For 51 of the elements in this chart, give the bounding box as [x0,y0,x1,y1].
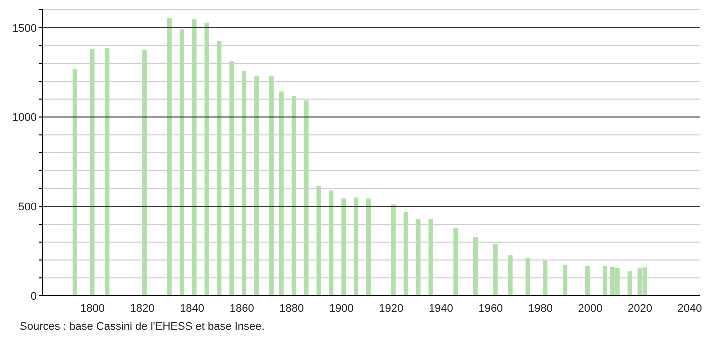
x-tick-label: 1820 [130,302,155,315]
x-tick-label: 1800 [80,302,106,315]
bar [416,219,421,296]
bar [292,96,296,296]
bar [242,71,247,296]
bar [586,266,590,296]
x-tick-label: 1980 [528,302,553,315]
bar [329,190,334,296]
x-tick-label: 2040 [678,302,702,315]
x-tick-label: 1960 [478,302,504,315]
y-tick-label: 500 [18,202,37,214]
bar [366,198,371,296]
bar [454,228,458,296]
bar [508,256,513,296]
bar [230,62,234,296]
bar [217,41,222,296]
bar [90,49,95,296]
x-tick-label: 2000 [578,302,603,315]
bar [474,237,478,296]
bar [563,264,568,296]
y-tick-label: 0 [30,290,37,303]
source-note: Sources : base Cassini de l'EHESS et base Insee. [20,321,265,333]
bar [192,19,197,296]
x-tick-label: 1860 [230,302,254,315]
x-tick-label: 1920 [379,302,404,315]
bar [404,212,408,296]
x-tick-label: 1940 [428,302,454,315]
bar [543,260,548,296]
bar [391,204,396,296]
bar [628,271,632,296]
bar [354,198,359,296]
y-tick-label: 1000 [12,112,37,124]
bar [428,219,434,296]
x-tick-label: 2020 [628,302,653,315]
bar [304,100,309,296]
bar [493,244,498,296]
y-tick-label: 1500 [12,22,37,35]
bar [602,266,608,296]
bar [254,76,260,296]
bar [72,68,78,296]
x-tick-label: 1840 [180,302,205,315]
bar [526,258,530,296]
x-tick-label: 1900 [329,302,354,315]
bar [105,48,110,296]
x-tick-label: 1880 [280,302,304,315]
bar [342,198,346,296]
bar [279,92,284,296]
bar [180,30,184,296]
bar [142,50,148,296]
bar [167,18,172,296]
bar [269,76,274,296]
